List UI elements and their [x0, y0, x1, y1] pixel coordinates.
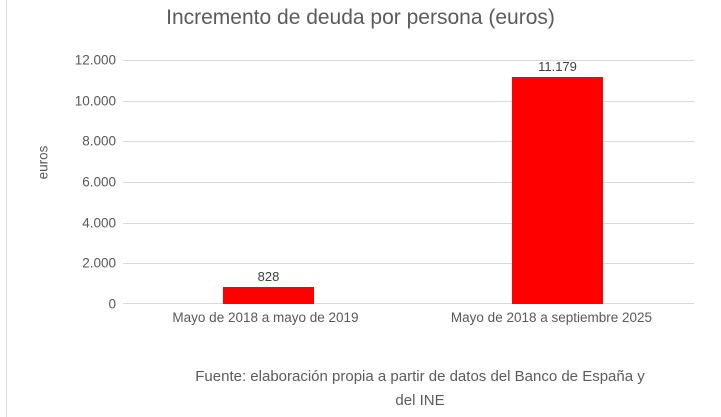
source-note: Fuente: elaboración propia a partir de d…	[100, 365, 721, 413]
source-note-line1: Fuente: elaboración propia a partir de d…	[195, 368, 645, 385]
y-tick-label: 0	[108, 296, 116, 312]
y-tick-label: 12.000	[74, 52, 116, 68]
gridline	[123, 182, 694, 183]
chart-title: Incremento de deuda por persona (euros)	[166, 6, 555, 29]
bar-value-label: 828	[257, 269, 280, 285]
x-axis: Mayo de 2018 a mayo de 2019 Mayo de 2018…	[123, 310, 694, 334]
gridline	[123, 263, 694, 265]
gridline	[123, 141, 694, 143]
y-tick-label: 4.000	[82, 215, 116, 231]
y-tick-label: 6.000	[82, 174, 116, 190]
y-axis: 12.000 10.000 8.000 6.000 4.000 2.000 0	[8, 53, 116, 312]
gridline	[123, 100, 694, 102]
y-axis-title: euros	[35, 145, 51, 180]
bar-mayo-2018-a-mayo-2019[interactable]	[223, 287, 314, 304]
x-tick-label-1: Mayo de 2018 a septiembre 2025	[450, 310, 653, 325]
y-tick-label: 10.000	[74, 93, 116, 109]
source-note-line2: del INE	[395, 392, 445, 409]
plot-area: 828 11.179	[123, 58, 694, 304]
x-tick-label-0: Mayo de 2018 a mayo de 2019	[172, 310, 359, 325]
y-tick-label: 8.000	[82, 133, 116, 149]
y-tick-label: 2.000	[82, 255, 116, 271]
axis-baseline	[123, 303, 694, 304]
gridline	[123, 60, 694, 61]
bar-mayo-2018-a-septiembre-2025[interactable]	[512, 76, 603, 304]
bar-value-label: 11.179	[538, 58, 577, 74]
gridline	[123, 222, 694, 224]
slide-left-rule	[6, 0, 7, 417]
